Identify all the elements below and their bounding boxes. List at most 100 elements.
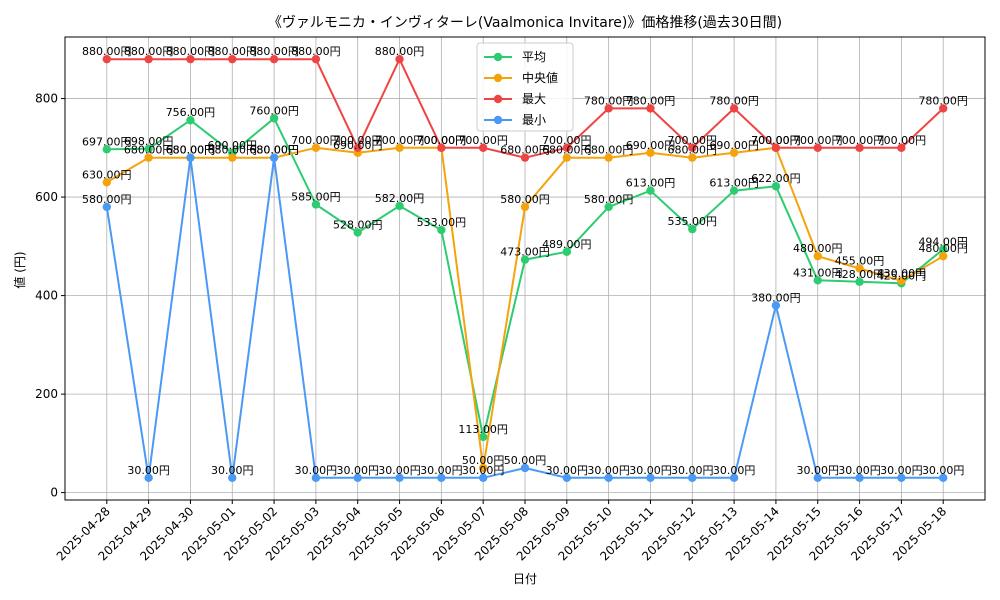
legend-label: 中央値 bbox=[522, 70, 558, 85]
data-point bbox=[897, 276, 906, 286]
data-label: 880.00円 bbox=[82, 45, 132, 58]
data-label: 30.00円 bbox=[796, 464, 839, 477]
data-point bbox=[311, 473, 321, 483]
legend-swatch-marker bbox=[493, 94, 503, 104]
data-label: 494.00円 bbox=[918, 235, 968, 248]
data-label: 700.00円 bbox=[333, 134, 383, 147]
data-point bbox=[855, 143, 864, 153]
data-label: 680.00円 bbox=[668, 144, 718, 157]
data-point bbox=[437, 143, 446, 153]
series-1 bbox=[102, 114, 948, 442]
data-label: 680.00円 bbox=[542, 144, 592, 157]
data-point bbox=[395, 54, 404, 64]
data-label: 780.00円 bbox=[709, 94, 759, 107]
y-tick-label: 800 bbox=[35, 92, 58, 106]
data-point bbox=[939, 245, 948, 254]
data-label: 30.00円 bbox=[295, 464, 338, 477]
data-point bbox=[604, 153, 613, 162]
chart-title: 《ヴァルモニカ・インヴィターレ(Vaalmonica Invitare)》価格推… bbox=[268, 14, 782, 31]
data-label: 428.00円 bbox=[835, 268, 885, 281]
legend-label: 平均 bbox=[522, 50, 546, 64]
data-label: 30.00円 bbox=[922, 464, 965, 477]
data-label: 680.00円 bbox=[166, 144, 216, 157]
data-point bbox=[478, 432, 488, 442]
data-point bbox=[228, 54, 237, 64]
data-label: 473.00円 bbox=[500, 246, 550, 259]
data-label: 489.00円 bbox=[542, 238, 592, 251]
data-point bbox=[395, 473, 404, 483]
data-label: 697.00円 bbox=[82, 135, 132, 148]
data-point bbox=[269, 54, 279, 64]
legend-entry: 最大 bbox=[484, 92, 546, 106]
data-point bbox=[729, 186, 739, 195]
data-label: 30.00円 bbox=[880, 464, 923, 477]
data-label: 30.00円 bbox=[127, 464, 170, 477]
data-label: 580.00円 bbox=[82, 193, 132, 206]
series-3 bbox=[102, 54, 948, 162]
data-point bbox=[353, 143, 362, 153]
data-point bbox=[646, 186, 655, 195]
data-point bbox=[897, 473, 906, 483]
data-point bbox=[520, 255, 530, 264]
data-label: 690.00円 bbox=[208, 139, 258, 152]
legend-entry: 平均 bbox=[484, 50, 546, 64]
x-axis-label: 日付 bbox=[513, 572, 537, 586]
data-point bbox=[228, 473, 237, 483]
data-point bbox=[604, 104, 613, 113]
legend-swatch-marker bbox=[493, 52, 503, 62]
data-point bbox=[688, 224, 697, 234]
data-point bbox=[520, 463, 530, 473]
data-label: 582.00円 bbox=[375, 192, 425, 205]
data-label: 780.00円 bbox=[626, 94, 676, 107]
data-label: 700.00円 bbox=[751, 134, 801, 147]
data-point bbox=[437, 225, 446, 235]
data-label: 880.00円 bbox=[291, 45, 341, 58]
data-point bbox=[102, 145, 112, 154]
data-label: 30.00円 bbox=[713, 464, 756, 477]
data-point bbox=[813, 473, 822, 483]
data-label: 425.00円 bbox=[877, 269, 927, 282]
data-label: 700.00円 bbox=[877, 134, 927, 147]
data-point bbox=[478, 143, 488, 153]
data-point bbox=[646, 148, 655, 157]
data-point bbox=[771, 301, 781, 310]
data-point bbox=[186, 116, 195, 125]
data-point bbox=[688, 473, 697, 483]
data-point bbox=[311, 200, 321, 209]
data-point bbox=[311, 54, 321, 64]
data-label: 690.00円 bbox=[626, 139, 676, 152]
data-point bbox=[562, 247, 572, 256]
data-label: 880.00円 bbox=[375, 45, 425, 58]
data-point bbox=[562, 143, 572, 153]
data-point bbox=[102, 54, 112, 64]
data-point bbox=[646, 104, 655, 113]
y-axis-label: 値 (円) bbox=[12, 251, 27, 288]
data-label: 680.00円 bbox=[584, 144, 634, 157]
data-point bbox=[395, 143, 404, 153]
data-point bbox=[729, 473, 739, 483]
data-label: 680.00円 bbox=[208, 144, 258, 157]
data-label: 780.00円 bbox=[918, 94, 968, 107]
data-label: 760.00円 bbox=[249, 104, 299, 117]
data-point bbox=[729, 104, 739, 113]
data-point bbox=[646, 473, 655, 483]
data-label: 613.00円 bbox=[709, 177, 759, 190]
y-axis-ticks: 0 200 400 600 800 bbox=[35, 92, 65, 500]
data-label: 756.00円 bbox=[166, 106, 216, 119]
data-point bbox=[102, 178, 112, 187]
data-label: 50.00円 bbox=[462, 454, 505, 467]
legend-box bbox=[476, 42, 574, 132]
data-point bbox=[813, 251, 822, 261]
data-label: 700.00円 bbox=[375, 134, 425, 147]
data-point bbox=[144, 473, 153, 483]
data-label: 113.00円 bbox=[458, 423, 508, 436]
data-point bbox=[855, 473, 864, 483]
data-point bbox=[688, 143, 697, 153]
data-label: 613.00円 bbox=[626, 177, 676, 190]
data-label: 880.00円 bbox=[166, 45, 216, 58]
data-point bbox=[897, 143, 906, 153]
data-label: 455.00円 bbox=[835, 255, 885, 268]
data-label: 30.00円 bbox=[211, 464, 254, 477]
data-point bbox=[186, 54, 195, 64]
